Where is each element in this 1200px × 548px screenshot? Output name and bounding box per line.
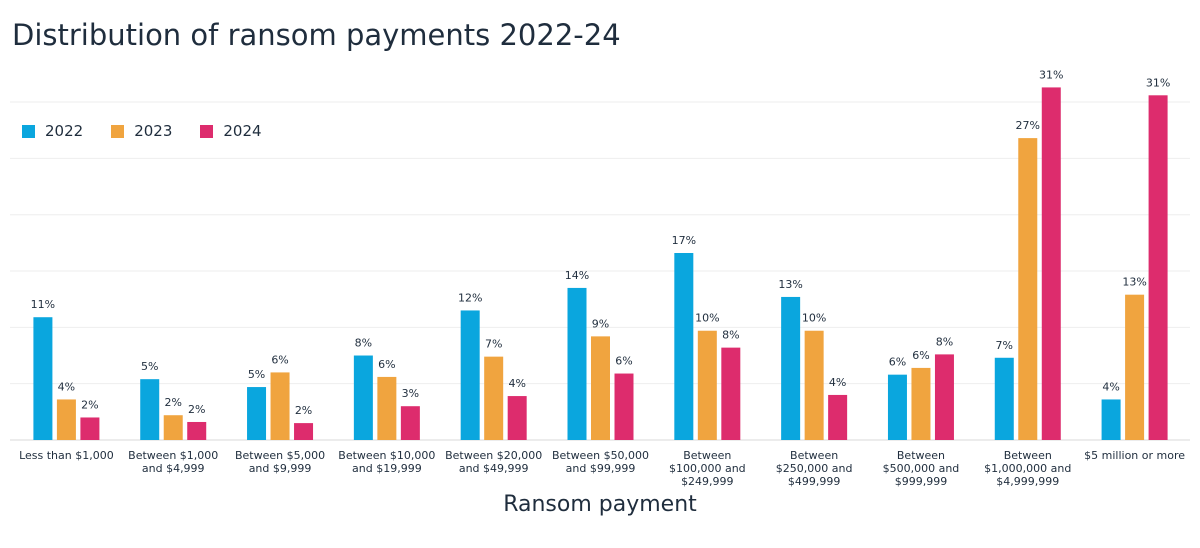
legend-label: 2023 [134,122,173,140]
chart-title: Distribution of ransom payments 2022-24 [12,18,621,52]
bar [460,310,480,440]
value-label: 6% [615,355,632,368]
x-tick-label: Between $250,000 and $499,999 [775,449,853,488]
bar [614,373,634,440]
bar [591,336,610,440]
bar [1041,87,1061,440]
x-tick-label: Between $5,000 and $9,999 [234,449,326,475]
bar [163,415,183,440]
value-label: 8% [936,335,953,348]
bar [828,394,848,440]
bar [674,253,694,440]
bar [781,296,801,440]
value-label: 17% [672,234,696,247]
bar [353,355,373,440]
bar [721,347,741,440]
legend-item: 2024 [200,122,262,140]
x-tick-label: Between $50,000 and $99,999 [551,449,650,475]
bar [567,287,587,440]
value-label: 31% [1039,68,1063,81]
bar [33,317,53,440]
bar [507,396,527,440]
value-label: 2% [295,404,312,417]
x-axis-title: Ransom payment [503,492,697,517]
x-tick-label: $5 million or more [1084,449,1186,462]
value-label: 13% [778,278,802,291]
legend: 2022 2023 2024 [22,122,262,140]
x-tick-label: Between $100,000 and $249,999 [668,449,746,488]
bar [80,417,100,440]
bar [270,372,290,440]
bar [1148,95,1168,441]
value-label: 3% [402,387,419,400]
value-label: 14% [565,269,589,282]
value-label: 8% [722,329,739,342]
value-label: 2% [81,398,98,411]
x-tick-label: Between $20,000 and $49,999 [445,449,543,475]
value-label: 7% [996,339,1013,352]
x-tick-label: Between $1,000,000 and $4,999,999 [984,449,1072,488]
bar [994,357,1014,440]
bar [377,376,397,440]
value-label: 2% [188,403,205,416]
bar [56,399,76,440]
x-tick-label: Between $10,000 and $19,999 [338,449,436,475]
bar [294,423,314,440]
legend-swatch [22,124,35,138]
bar [1101,399,1121,440]
value-label: 27% [1016,119,1040,132]
value-label: 2% [165,396,182,409]
value-label: 9% [592,317,609,330]
value-label: 11% [31,298,55,311]
value-label: 4% [58,380,75,393]
value-label: 13% [1122,276,1146,289]
bar [697,330,717,440]
value-label: 31% [1146,76,1170,89]
value-label: 5% [141,360,158,373]
value-label: 5% [248,368,265,381]
value-label: 6% [889,356,906,369]
bar [187,421,207,440]
x-tick-label: Between $1,000 and $4,999 [128,449,219,475]
legend-item: 2023 [111,122,172,140]
bar [804,330,824,440]
bar [911,367,931,440]
bar [140,379,160,440]
bar [1125,294,1145,440]
value-label: 4% [829,376,846,389]
bar [934,354,954,440]
x-tick-label: Less than $1,000 [19,449,114,462]
value-label: 10% [695,312,719,325]
value-label: 6% [912,349,929,362]
value-label: 6% [378,358,395,371]
x-tick-label: Between $500,000 and $999,999 [882,449,960,488]
value-label: 4% [1102,380,1119,393]
value-label: 8% [355,337,372,350]
bar [247,387,267,440]
legend-label: 2022 [45,122,84,140]
bar [400,406,420,440]
bar [1018,138,1038,440]
legend-label: 2024 [223,122,262,140]
bar [887,374,907,440]
value-label: 6% [271,353,288,366]
value-label: 10% [802,312,826,325]
legend-swatch [111,124,125,138]
value-label: 4% [508,377,525,390]
bar [484,356,504,440]
value-label: 12% [458,291,482,304]
legend-swatch [200,124,214,138]
legend-item: 2022 [22,122,83,140]
value-label: 7% [485,338,502,351]
